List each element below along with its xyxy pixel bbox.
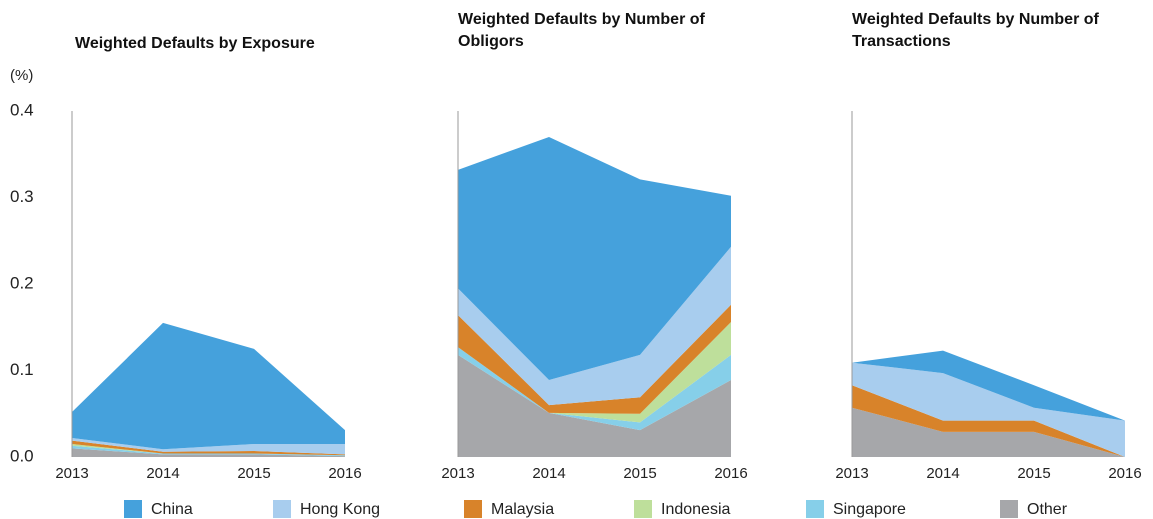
area [72, 322, 345, 450]
x-tick-label: 2015 [623, 465, 656, 482]
y-tick-label: 0.4 [10, 100, 34, 119]
y-axis-label: (%) [10, 67, 33, 84]
x-tick-label: 2015 [1017, 465, 1050, 482]
area [852, 350, 1125, 421]
legend-label: Indonesia [661, 501, 730, 518]
area [458, 347, 731, 431]
x-tick-label: 2016 [1108, 465, 1141, 482]
area [458, 136, 731, 381]
x-tick-label: 2014 [532, 465, 565, 482]
legend-swatch [273, 500, 291, 518]
area [852, 407, 1125, 457]
area [72, 440, 345, 456]
legend-label: Singapore [833, 501, 906, 518]
area [852, 385, 1125, 457]
legend-swatch [806, 500, 824, 518]
y-tick-label: 0.0 [10, 446, 34, 465]
area [458, 322, 731, 423]
area [458, 354, 731, 457]
area [852, 362, 1125, 457]
y-tick-label: 0.2 [10, 273, 34, 292]
legend-swatch [1000, 500, 1018, 518]
area [458, 304, 731, 414]
x-tick-label: 2016 [714, 465, 747, 482]
area [72, 448, 345, 457]
legend-label: Hong Kong [300, 501, 380, 518]
legend-swatch [464, 500, 482, 518]
area [72, 445, 345, 457]
chart-title: Weighted Defaults by Number of Transacti… [852, 11, 1099, 50]
legend-label: Malaysia [491, 501, 554, 518]
legend-swatch [124, 500, 142, 518]
x-tick-label: 2015 [237, 465, 270, 482]
legend-label: Other [1027, 501, 1068, 518]
chart-title: Weighted Defaults by Exposure [75, 35, 315, 52]
y-tick-label: 0.1 [10, 360, 34, 379]
x-tick-label: 2013 [55, 465, 88, 482]
area [72, 437, 345, 455]
area [458, 246, 731, 406]
x-tick-label: 2014 [926, 465, 959, 482]
x-tick-label: 2016 [328, 465, 361, 482]
x-tick-label: 2013 [835, 465, 868, 482]
chart-title: Weighted Defaults by Number of Obligors [458, 11, 705, 50]
y-tick-label: 0.3 [10, 187, 34, 206]
legend-label: China [151, 501, 193, 518]
legend-swatch [634, 500, 652, 518]
x-tick-label: 2013 [441, 465, 474, 482]
x-tick-label: 2014 [146, 465, 179, 482]
